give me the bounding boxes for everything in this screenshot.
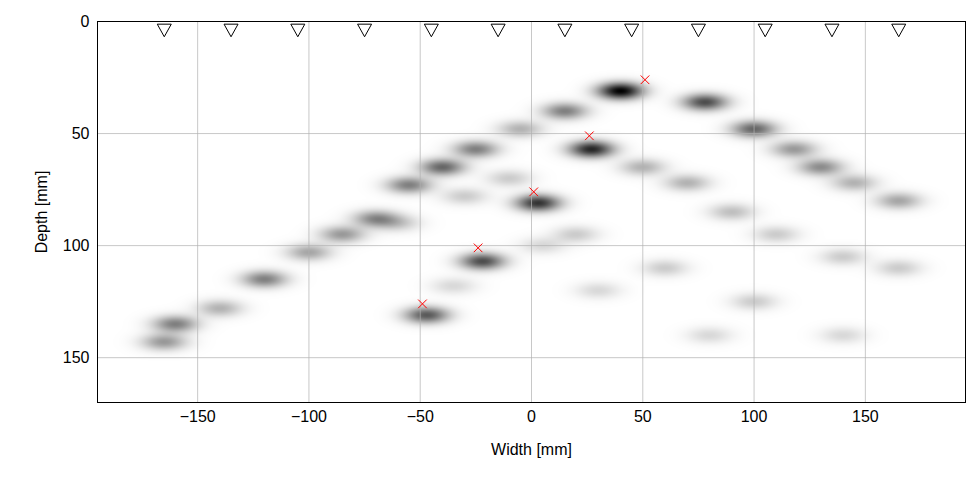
svg-text:Depth [mm]: Depth [mm] [33,171,50,254]
svg-text:Width [mm]: Width [mm] [491,441,572,458]
svg-text:−100: −100 [291,408,327,425]
svg-text:50: 50 [72,125,90,142]
svg-text:100: 100 [63,237,90,254]
svg-text:0: 0 [81,13,90,30]
svg-text:−50: −50 [407,408,434,425]
svg-text:0: 0 [527,408,536,425]
svg-text:150: 150 [852,408,879,425]
svg-text:50: 50 [634,408,652,425]
svg-text:100: 100 [741,408,768,425]
svg-text:150: 150 [63,349,90,366]
svg-text:−150: −150 [180,408,216,425]
